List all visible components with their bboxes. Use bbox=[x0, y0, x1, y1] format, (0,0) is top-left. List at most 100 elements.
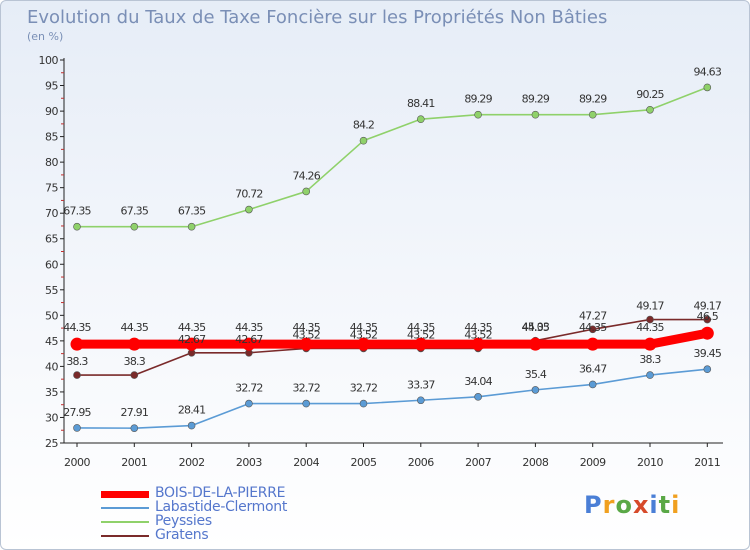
data-label: 38.3 bbox=[66, 355, 88, 368]
data-label: 45.03 bbox=[522, 321, 550, 334]
data-point bbox=[588, 110, 597, 119]
data-label: 89.29 bbox=[464, 93, 492, 106]
data-point bbox=[245, 205, 253, 214]
data-label: 47.27 bbox=[579, 309, 607, 322]
y-tick-label: 45 bbox=[45, 335, 58, 348]
data-label: 94.63 bbox=[694, 65, 722, 78]
data-label: 42.67 bbox=[178, 333, 206, 346]
legend-swatch bbox=[101, 491, 149, 498]
brand-logo: Proxiti bbox=[584, 491, 680, 519]
series-line bbox=[72, 328, 712, 349]
data-label: 36.47 bbox=[579, 362, 607, 375]
legend-label: Labastide-Clermont bbox=[155, 499, 288, 515]
data-point bbox=[474, 110, 482, 119]
data-point bbox=[471, 337, 485, 351]
series-line bbox=[76, 86, 709, 228]
legend-label: BOIS-DE-LA-PIERRE bbox=[155, 485, 286, 501]
legend-label: Peyssies bbox=[155, 513, 212, 529]
data-label: 44.35 bbox=[235, 321, 263, 334]
chart-unit: (en %) bbox=[27, 30, 64, 43]
data-label: 88.41 bbox=[407, 97, 435, 110]
data-label: 70.72 bbox=[235, 188, 263, 201]
data-label: 43.52 bbox=[464, 328, 492, 341]
data-point bbox=[359, 136, 368, 145]
data-point bbox=[302, 187, 311, 196]
series-line bbox=[76, 368, 709, 429]
y-tick-label: 85 bbox=[45, 131, 58, 144]
data-point bbox=[299, 337, 313, 351]
y-tick-label: 50 bbox=[45, 309, 58, 322]
data-point bbox=[245, 399, 253, 408]
data-point bbox=[416, 396, 425, 405]
data-point bbox=[130, 371, 139, 379]
y-tick-label: 55 bbox=[45, 284, 58, 297]
y-tick-label: 80 bbox=[45, 156, 58, 169]
x-tick-label: 2004 bbox=[293, 456, 319, 469]
data-label: 44.35 bbox=[292, 321, 320, 334]
data-point bbox=[302, 399, 311, 408]
x-tick-label: 2007 bbox=[465, 456, 491, 469]
data-label: 43.52 bbox=[292, 328, 320, 341]
x-tick-label: 2009 bbox=[580, 456, 606, 469]
data-label: 90.25 bbox=[636, 88, 664, 101]
data-point bbox=[416, 115, 425, 123]
x-tick-label: 2000 bbox=[64, 456, 90, 469]
brand-letter: t bbox=[658, 491, 672, 519]
data-point bbox=[359, 399, 368, 408]
data-point bbox=[588, 380, 597, 389]
data-label: 35.4 bbox=[525, 368, 547, 381]
data-label: 32.72 bbox=[350, 382, 378, 395]
data-label: 43.52 bbox=[407, 328, 435, 341]
data-label: 28.41 bbox=[178, 404, 206, 417]
chart-title: Evolution du Taux de Taxe Foncière sur l… bbox=[27, 7, 608, 28]
data-label: 49.17 bbox=[636, 300, 664, 313]
data-point bbox=[474, 393, 482, 401]
brand-letter: r bbox=[602, 491, 616, 519]
data-label: 39.45 bbox=[694, 347, 722, 360]
y-tick-label: 40 bbox=[45, 360, 58, 373]
data-label: 44.35 bbox=[407, 321, 435, 334]
brand-letter: i bbox=[671, 491, 681, 519]
data-label: 67.35 bbox=[121, 205, 149, 218]
data-point bbox=[703, 83, 712, 92]
legend-label: Gratens bbox=[155, 527, 209, 543]
data-label: 44.35 bbox=[636, 321, 664, 334]
data-point bbox=[531, 110, 540, 119]
data-point bbox=[528, 337, 542, 351]
data-label: 74.26 bbox=[292, 169, 320, 182]
brand-letter: x bbox=[632, 491, 650, 519]
data-label: 67.35 bbox=[63, 205, 91, 218]
x-tick-label: 2002 bbox=[179, 456, 205, 469]
data-point bbox=[73, 371, 81, 379]
data-point bbox=[73, 222, 81, 231]
data-point bbox=[646, 315, 654, 324]
data-point bbox=[703, 365, 712, 374]
data-label: 44.35 bbox=[350, 321, 378, 334]
data-point bbox=[185, 337, 199, 351]
data-label: 27.95 bbox=[63, 406, 91, 419]
data-point bbox=[73, 424, 81, 432]
data-label: 44.35 bbox=[63, 321, 91, 334]
data-label: 49.17 bbox=[694, 300, 722, 313]
data-point bbox=[242, 337, 256, 351]
x-tick-label: 2008 bbox=[522, 456, 548, 469]
data-label: 46.5 bbox=[697, 310, 719, 323]
data-label: 44.35 bbox=[579, 321, 607, 334]
y-tick-label: 90 bbox=[45, 105, 58, 118]
y-tick-label: 100 bbox=[39, 54, 59, 67]
y-tick-label: 60 bbox=[45, 258, 58, 271]
y-tick-label: 70 bbox=[45, 207, 58, 220]
data-label: 38.3 bbox=[639, 353, 661, 366]
data-label: 44.35 bbox=[178, 321, 206, 334]
legend-swatch bbox=[101, 521, 149, 523]
data-label: 42.67 bbox=[235, 333, 263, 346]
y-tick-label: 65 bbox=[45, 233, 58, 246]
data-point bbox=[187, 222, 196, 231]
x-tick-label: 2005 bbox=[351, 456, 377, 469]
data-point bbox=[588, 325, 597, 334]
data-label: 27.91 bbox=[121, 406, 149, 419]
x-tick-label: 2006 bbox=[408, 456, 434, 469]
data-point bbox=[357, 337, 370, 351]
data-label: 89.29 bbox=[522, 93, 550, 106]
data-label: 32.72 bbox=[235, 382, 263, 395]
